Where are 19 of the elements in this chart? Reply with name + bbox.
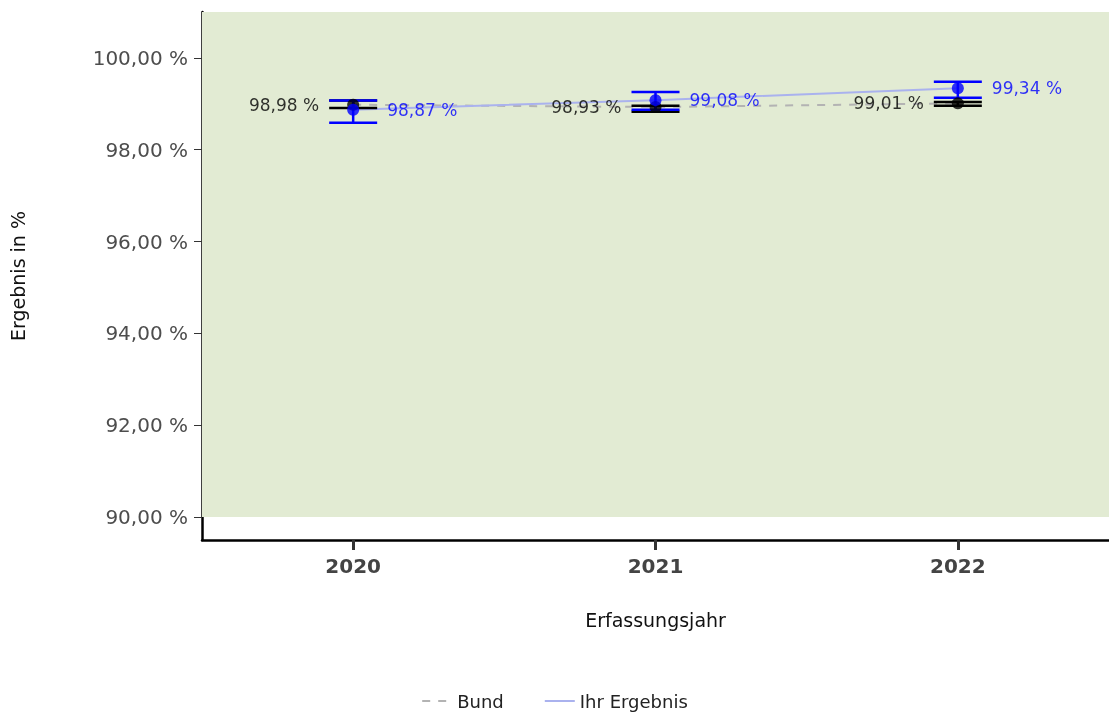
x-tick-label: 2022 [930,554,986,578]
legend-label: Bund [457,690,504,712]
data-label: 98,87 % [387,99,458,120]
y-tick-label: 92,00 % [105,413,188,438]
y-tick-label: 94,00 % [105,321,188,346]
x-tick-label: 2021 [627,554,684,578]
data-label: 99,08 % [689,90,760,111]
y-tick-label: 90,00 % [105,505,188,530]
y-tick-label: 96,00 % [105,229,188,254]
y-tick-label: 100,00 % [92,45,188,70]
legend-label: Ihr Ergebnis [579,690,688,712]
data-label: 99,01 % [853,93,924,114]
data-label: 98,98 % [248,94,320,115]
data-label: 99,34 % [991,78,1063,99]
y-axis-title: Ergebnis in % [6,211,29,341]
x-tick-label: 2020 [325,554,381,578]
data-label: 98,93 % [551,97,622,118]
x-axis-title: Erfassungsjahr [585,608,727,631]
y-tick-label: 98,00 % [105,137,188,162]
